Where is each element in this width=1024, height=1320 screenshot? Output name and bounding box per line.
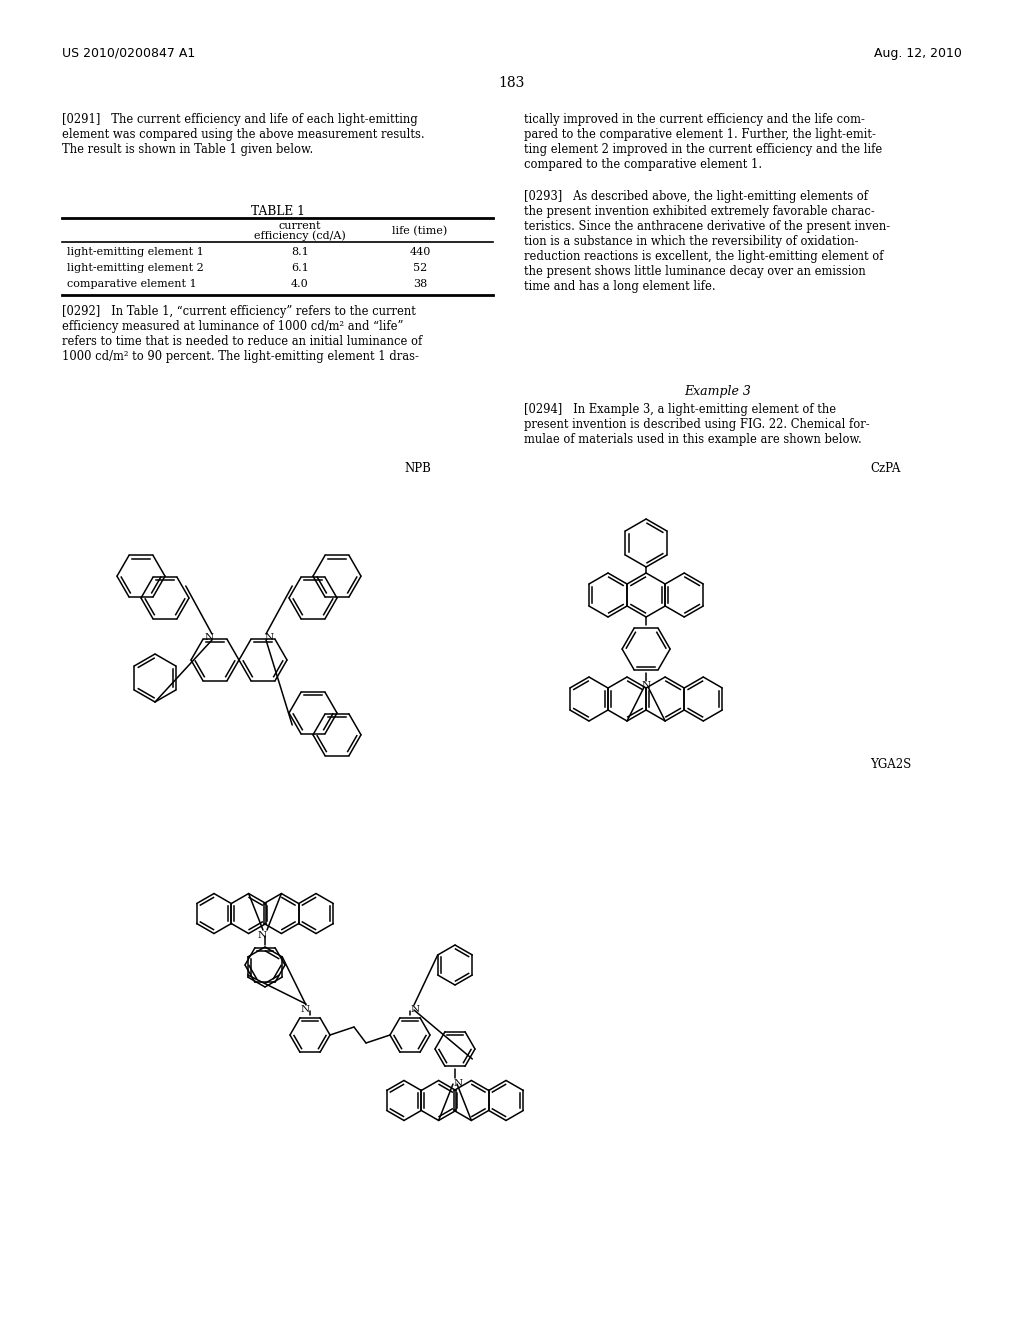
Text: Example 3: Example 3: [685, 385, 752, 399]
Text: [0291]   The current efficiency and life of each light-emitting
element was comp: [0291] The current efficiency and life o…: [62, 114, 425, 156]
Text: 440: 440: [410, 247, 431, 257]
Text: efficiency (cd/A): efficiency (cd/A): [254, 230, 346, 240]
Text: 52: 52: [413, 263, 427, 273]
Text: 4.0: 4.0: [291, 279, 309, 289]
Text: CzPA: CzPA: [870, 462, 900, 475]
Text: N: N: [642, 681, 650, 689]
Text: 38: 38: [413, 279, 427, 289]
Text: life (time): life (time): [392, 226, 447, 236]
Text: tically improved in the current efficiency and the life com-
pared to the compar: tically improved in the current efficien…: [524, 114, 883, 172]
Text: light-emitting element 1: light-emitting element 1: [67, 247, 204, 257]
Text: light-emitting element 2: light-emitting element 2: [67, 263, 204, 273]
Text: N: N: [264, 634, 273, 643]
Text: 8.1: 8.1: [291, 247, 309, 257]
Text: TABLE 1: TABLE 1: [251, 205, 304, 218]
Text: [0294]   In Example 3, a light-emitting element of the
present invention is desc: [0294] In Example 3, a light-emitting el…: [524, 403, 869, 446]
Text: current: current: [279, 220, 322, 231]
Text: N: N: [300, 1005, 309, 1014]
Text: [0292]   In Table 1, “current efficiency” refers to the current
efficiency measu: [0292] In Table 1, “current efficiency” …: [62, 305, 422, 363]
Text: [0293]   As described above, the light-emitting elements of
the present inventio: [0293] As described above, the light-emi…: [524, 190, 890, 293]
Text: 183: 183: [499, 77, 525, 90]
Text: N: N: [454, 1078, 463, 1088]
Text: N: N: [257, 931, 266, 940]
Text: comparative element 1: comparative element 1: [67, 279, 197, 289]
Text: US 2010/0200847 A1: US 2010/0200847 A1: [62, 48, 196, 59]
Text: 6.1: 6.1: [291, 263, 309, 273]
Text: YGA2S: YGA2S: [870, 758, 911, 771]
Text: NPB: NPB: [404, 462, 431, 475]
Text: N: N: [205, 634, 214, 643]
Text: N: N: [411, 1005, 420, 1014]
Text: Aug. 12, 2010: Aug. 12, 2010: [874, 48, 962, 59]
